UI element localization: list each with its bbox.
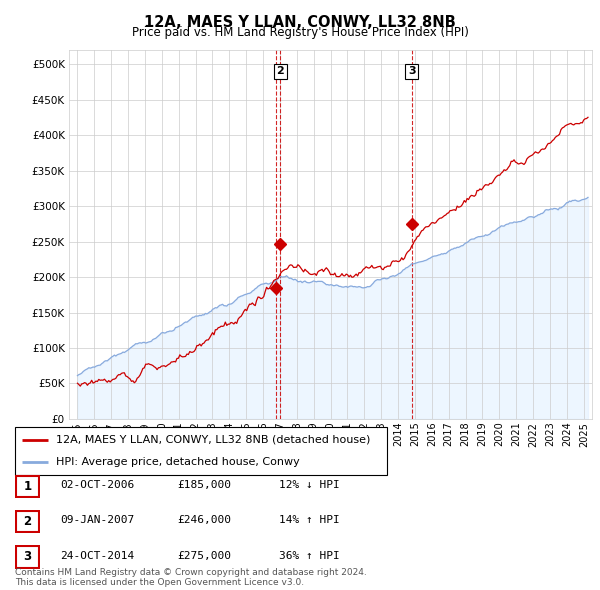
FancyBboxPatch shape (15, 427, 387, 475)
Text: HPI: Average price, detached house, Conwy: HPI: Average price, detached house, Conw… (56, 457, 299, 467)
Text: 14% ↑ HPI: 14% ↑ HPI (279, 516, 340, 525)
FancyBboxPatch shape (16, 476, 39, 497)
Text: 3: 3 (408, 67, 416, 77)
Text: Contains HM Land Registry data © Crown copyright and database right 2024.
This d: Contains HM Land Registry data © Crown c… (15, 568, 367, 587)
FancyBboxPatch shape (16, 546, 39, 568)
Text: £185,000: £185,000 (177, 480, 231, 490)
Text: £275,000: £275,000 (177, 551, 231, 560)
Text: 12% ↓ HPI: 12% ↓ HPI (279, 480, 340, 490)
Text: 36% ↑ HPI: 36% ↑ HPI (279, 551, 340, 560)
Text: £246,000: £246,000 (177, 516, 231, 525)
Text: 2: 2 (277, 67, 284, 77)
Text: 02-OCT-2006: 02-OCT-2006 (60, 480, 134, 490)
Text: 12A, MAES Y LLAN, CONWY, LL32 8NB: 12A, MAES Y LLAN, CONWY, LL32 8NB (144, 15, 456, 30)
Text: 12A, MAES Y LLAN, CONWY, LL32 8NB (detached house): 12A, MAES Y LLAN, CONWY, LL32 8NB (detac… (56, 435, 370, 445)
Text: 2: 2 (23, 515, 32, 528)
Text: 24-OCT-2014: 24-OCT-2014 (60, 551, 134, 560)
Text: 09-JAN-2007: 09-JAN-2007 (60, 516, 134, 525)
Text: 3: 3 (23, 550, 32, 563)
FancyBboxPatch shape (16, 511, 39, 532)
Text: Price paid vs. HM Land Registry's House Price Index (HPI): Price paid vs. HM Land Registry's House … (131, 26, 469, 39)
Text: 1: 1 (23, 480, 32, 493)
